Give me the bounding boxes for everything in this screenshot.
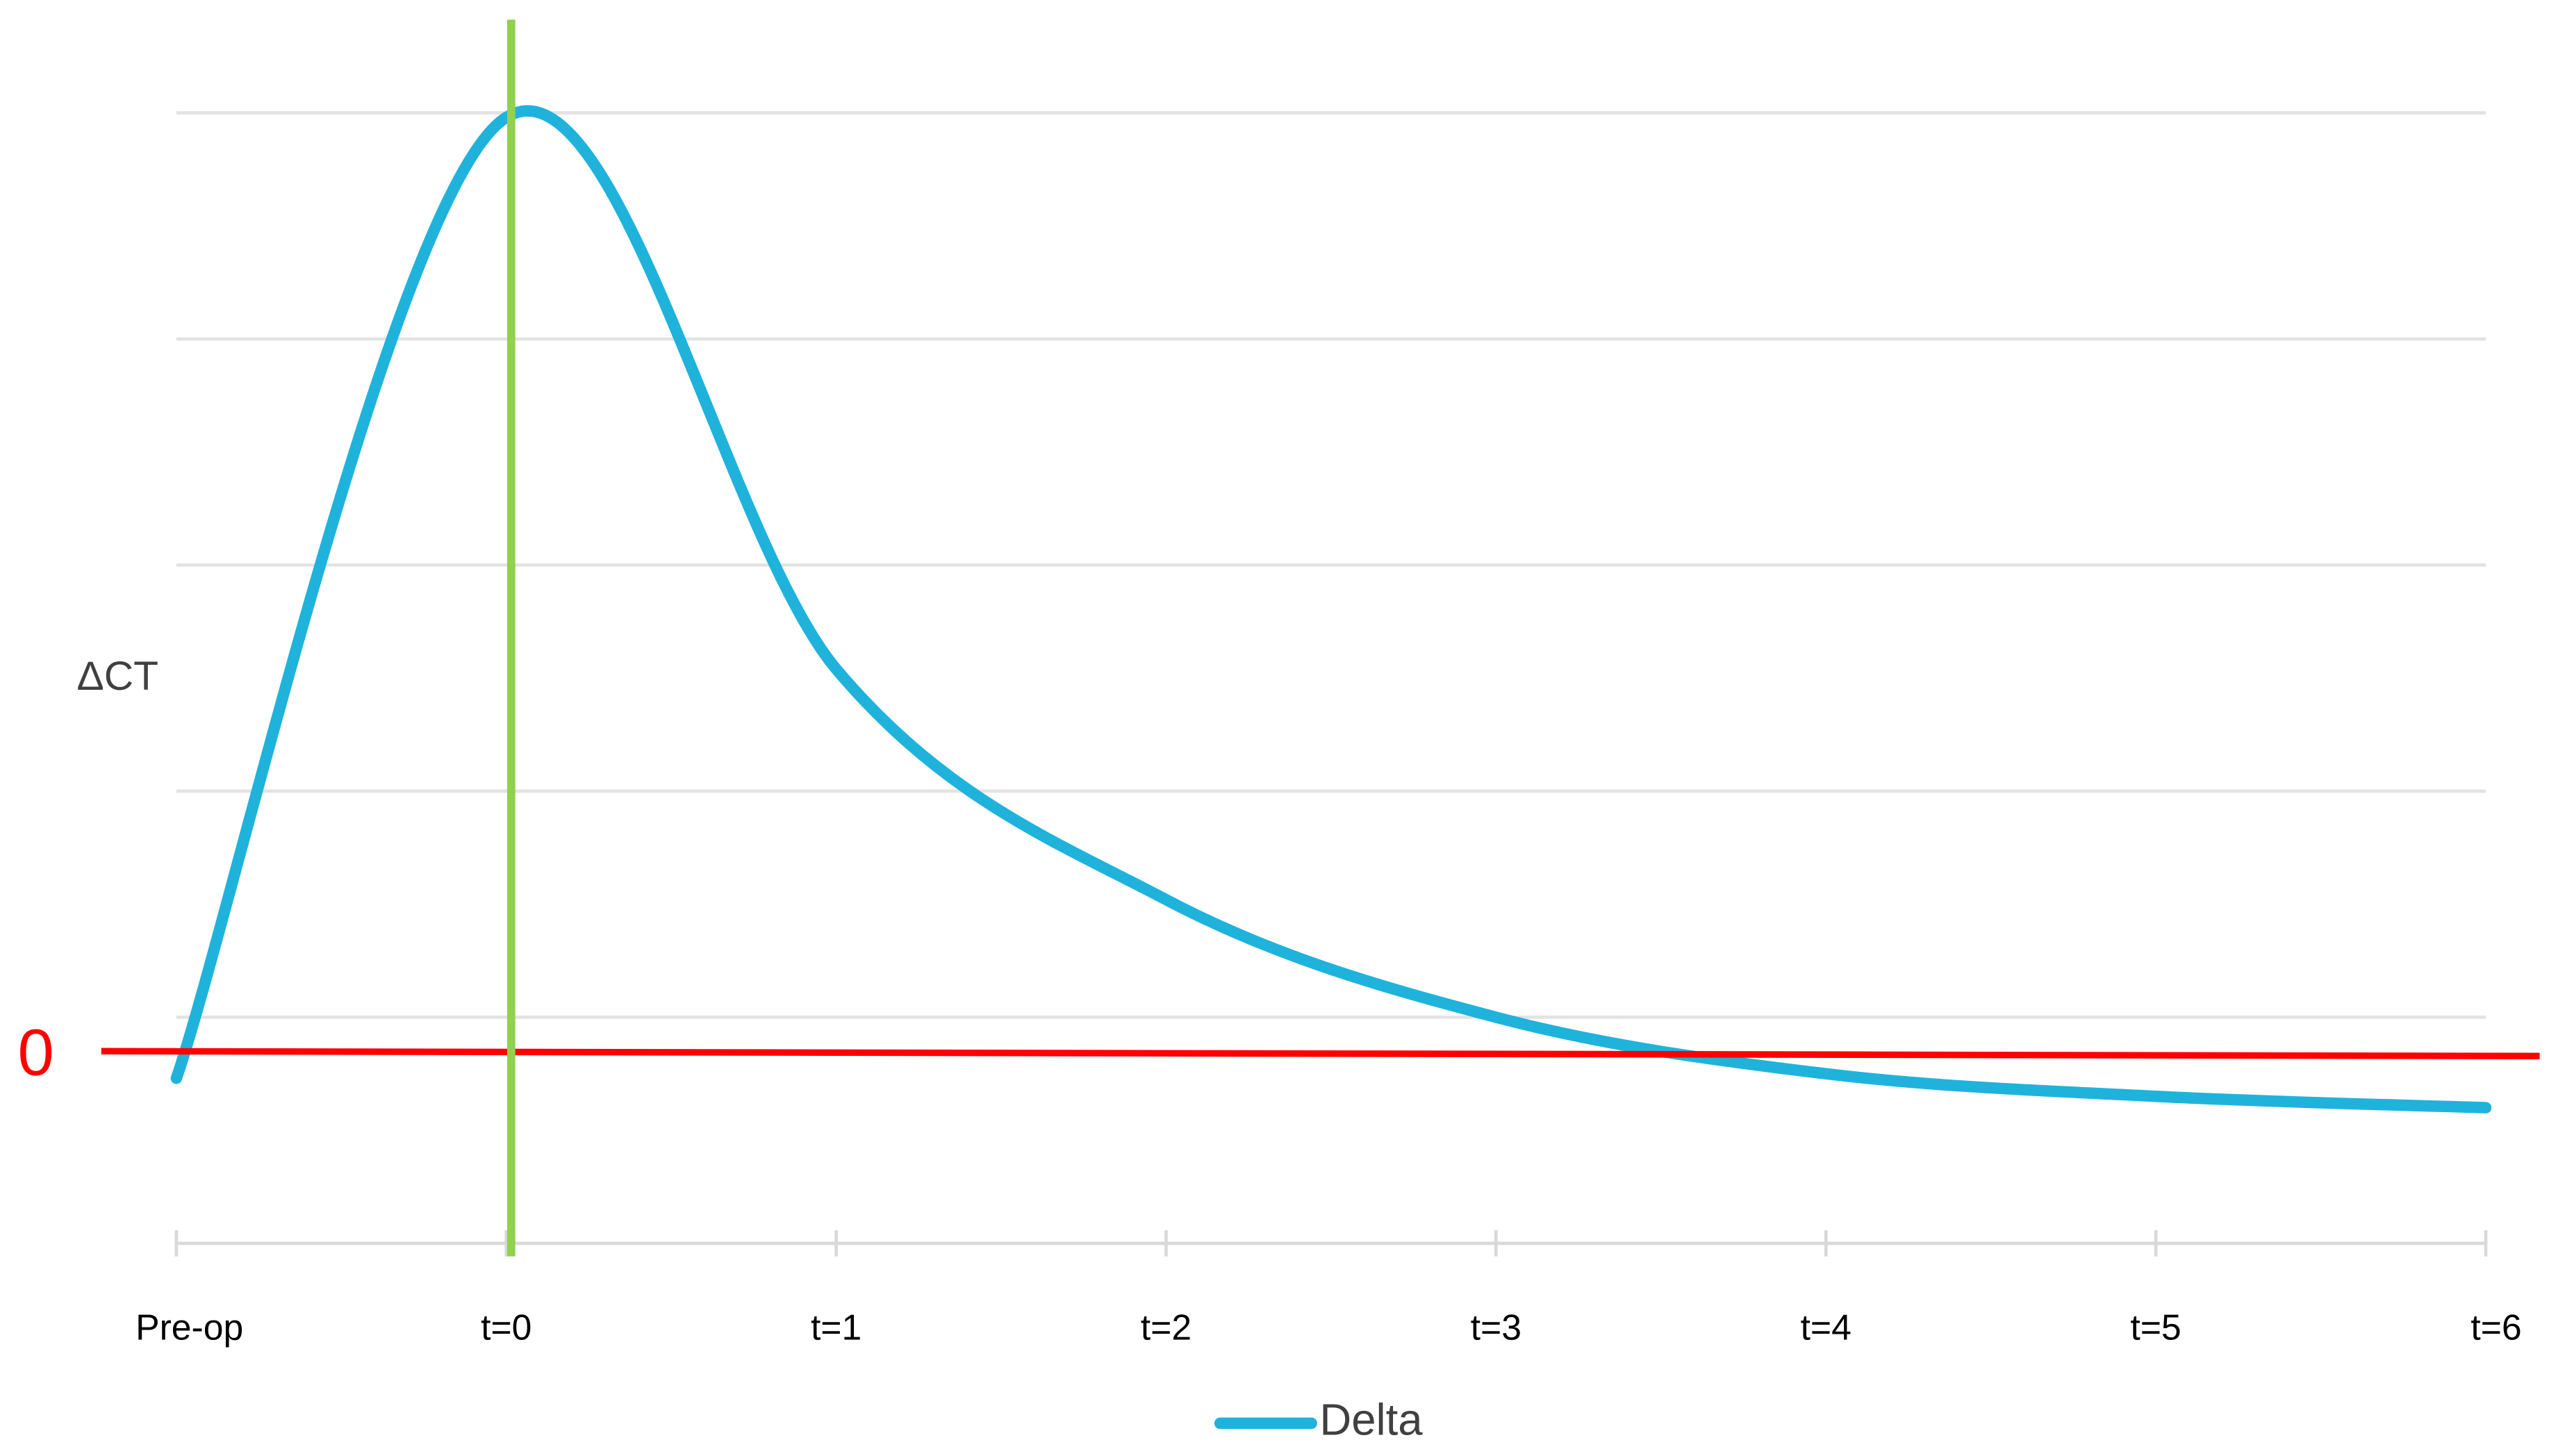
x-tick-label: Pre-op xyxy=(135,1307,243,1347)
x-tick-label: t=5 xyxy=(2130,1307,2181,1347)
reference-label: 0 xyxy=(18,1016,54,1089)
x-tick-label: t=4 xyxy=(1801,1307,1852,1347)
x-tick-label: t=0 xyxy=(481,1307,531,1347)
legend-label: Delta xyxy=(1319,1396,1423,1445)
x-tick-label: t=1 xyxy=(811,1307,861,1347)
reference-line xyxy=(101,1048,2540,1059)
x-tick-label: t=2 xyxy=(1141,1307,1192,1347)
series-line xyxy=(170,105,2492,1114)
x-tick-label: t=6 xyxy=(2471,1307,2521,1347)
x-tick-label: t=3 xyxy=(1471,1307,1522,1347)
y-axis-label: ΔCT xyxy=(76,654,158,699)
